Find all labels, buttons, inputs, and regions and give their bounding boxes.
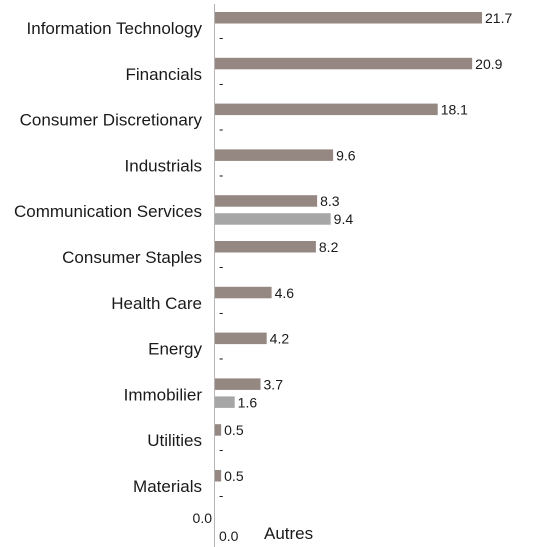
bar-immobilier-s1	[215, 378, 261, 390]
missing-value-label: -	[219, 122, 223, 137]
bar-immobilier-s2	[215, 396, 235, 408]
value-label: 9.6	[336, 147, 356, 163]
value-label: 0.5	[224, 422, 244, 438]
missing-value-label: -	[219, 442, 223, 457]
missing-value-label: -	[219, 351, 223, 366]
value-label: 4.2	[270, 331, 290, 347]
value-label: 20.9	[475, 56, 502, 72]
missing-value-label: -	[219, 167, 223, 182]
bar-health-care-s1	[215, 286, 272, 299]
autres-label: Autres	[264, 524, 313, 543]
missing-value-label: -	[219, 259, 223, 274]
value-label: 8.2	[319, 239, 339, 255]
bar-communication-services-s1	[215, 195, 318, 207]
bar-communication-services-s2	[215, 213, 331, 225]
missing-value-label: -	[219, 488, 223, 503]
value-label: 18.1	[441, 102, 468, 118]
bar-information-technology-s1	[215, 12, 482, 24]
value-label: 3.7	[264, 376, 284, 392]
bar-energy-s1	[215, 332, 267, 345]
category-label-industrials: Industrials	[125, 156, 202, 175]
bars	[215, 12, 482, 482]
bar-financials-s1	[215, 57, 473, 70]
bar-consumer-discretionary-s1	[215, 103, 438, 116]
bar-materials-s1	[215, 470, 222, 482]
missing-value-label: -	[219, 305, 223, 320]
value-label: 0.5	[224, 468, 244, 484]
category-label-energy: Energy	[148, 340, 202, 359]
category-labels: Information Technology Financials Consumer…	[14, 19, 203, 496]
value-label: 9.4	[334, 211, 354, 227]
bottom-zero-label: 0.0	[219, 528, 239, 544]
category-label-consumer-staples: Consumer Staples	[62, 248, 202, 267]
category-label-consumer-discretionary: Consumer Discretionary	[20, 111, 203, 130]
bar-consumer-staples-s1	[215, 241, 316, 253]
category-label-information-technology: Information Technology	[27, 19, 203, 38]
missing-value-label: -	[219, 76, 223, 91]
value-label: 21.7	[485, 10, 512, 26]
bar-utilities-s1	[215, 424, 222, 436]
category-label-materials: Materials	[133, 477, 202, 496]
category-label-health-care: Health Care	[111, 294, 202, 313]
value-label: 4.6	[275, 285, 295, 301]
value-label: 8.3	[320, 193, 340, 209]
bottom-left-zero-label: 0.0	[193, 510, 213, 526]
value-label: 1.6	[238, 394, 258, 410]
category-label-utilities: Utilities	[147, 431, 202, 450]
value-labels: 21.7 - 20.9 - 18.1 - 9.6 - 8.3 9.4 8.2 - 4.6 - 4.2 - 3.7…	[219, 10, 512, 503]
category-label-financials: Financials	[125, 65, 202, 84]
bar-industrials-s1	[215, 149, 334, 161]
category-label-immobilier: Immobilier	[124, 385, 203, 404]
missing-value-label: -	[219, 30, 223, 45]
category-label-communication-services: Communication Services	[14, 202, 202, 221]
